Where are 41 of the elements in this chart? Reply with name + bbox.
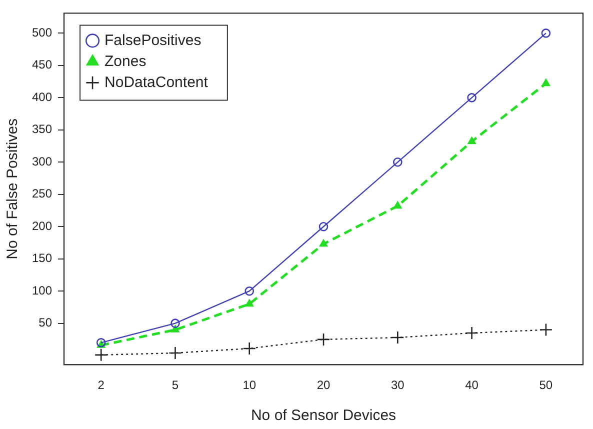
y-tick-label: 400 — [32, 90, 52, 104]
y-axis-title: No of False Positives — [4, 118, 22, 260]
x-tick-label: 30 — [390, 378, 405, 392]
x-tick-label: 20 — [316, 378, 331, 392]
point — [170, 318, 180, 328]
point — [171, 325, 180, 332]
y-tick-label: 300 — [32, 154, 52, 168]
legend-label: Zones — [104, 52, 146, 70]
legend-label: FalsePositives — [104, 32, 202, 49]
y-tick-label: 350 — [32, 122, 52, 136]
x-tick-label: 5 — [172, 378, 179, 392]
point — [244, 286, 254, 296]
point — [245, 299, 254, 307]
point — [467, 93, 476, 102]
x-tick-label: 2 — [98, 378, 105, 392]
point — [539, 323, 553, 336]
point — [94, 348, 108, 362]
y-tick-label: 500 — [32, 26, 52, 40]
point — [468, 136, 476, 144]
point — [541, 28, 551, 38]
point — [168, 346, 182, 360]
x-axis-title: No of Sensor Devices — [250, 407, 396, 424]
x-tick-label: 10 — [242, 378, 256, 392]
point — [542, 78, 550, 86]
point — [391, 330, 404, 344]
x-tick-label: 50 — [539, 378, 553, 392]
point — [394, 201, 402, 209]
y-tick-label: 250 — [32, 186, 52, 201]
y-tick-label: 50 — [38, 316, 52, 330]
point — [318, 222, 328, 232]
y-tick-label: 200 — [32, 218, 52, 233]
point — [319, 239, 328, 247]
point — [393, 157, 402, 167]
y-tick-label: 100 — [32, 283, 52, 298]
point — [465, 326, 478, 340]
point — [242, 342, 256, 356]
legend-label: NoDataContent — [104, 74, 209, 91]
x-tick-label: 40 — [465, 378, 479, 392]
point — [316, 332, 330, 346]
y-tick-label: 450 — [32, 58, 52, 72]
y-tick-label: 150 — [32, 251, 52, 266]
